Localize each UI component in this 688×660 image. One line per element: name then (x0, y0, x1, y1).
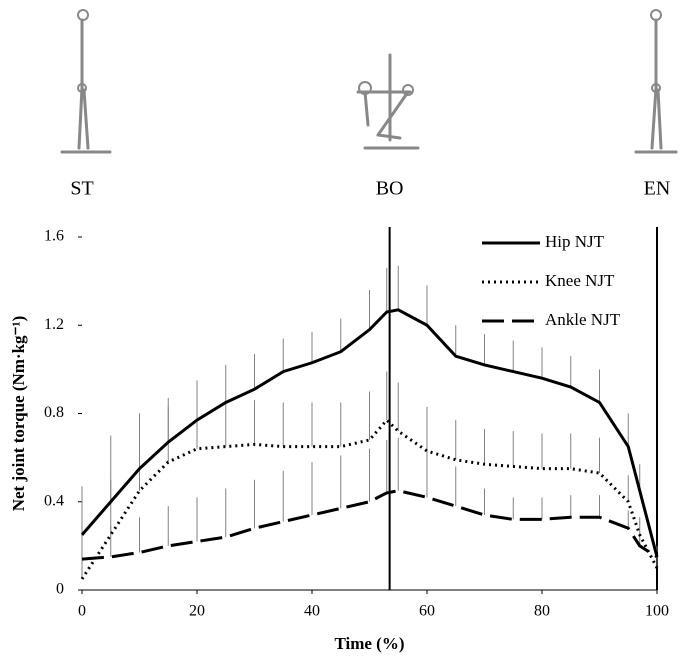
y-tick-label: 0 (56, 581, 64, 598)
legend-label: Knee NJT (545, 271, 615, 290)
y-tick-label: 1.6 (44, 228, 64, 245)
y-tick-label: 0.4 (44, 492, 64, 509)
phase-label: BO (376, 178, 404, 200)
stick-figure-standing (634, 9, 678, 154)
series-line (80, 417, 659, 580)
series-line (81, 489, 658, 561)
x-tick-label: 20 (189, 603, 205, 620)
y-tick-label: 1.2 (44, 316, 64, 333)
x-tick-label: 40 (304, 603, 320, 620)
stick-figure-standing (60, 9, 112, 154)
phase-label: ST (70, 178, 93, 200)
legend-label: Ankle NJT (545, 310, 621, 329)
y-axis-label: Net joint torque (Nm·kg⁻¹) (9, 316, 28, 512)
x-tick-label: 80 (534, 603, 550, 620)
x-axis-label: Time (%) (334, 634, 404, 653)
stick-figure-squat (356, 53, 420, 150)
y-tick-label: 0.8 (44, 404, 64, 421)
legend-label: Hip NJT (545, 232, 605, 251)
series-line (80, 308, 659, 558)
x-tick-label: 100 (645, 603, 669, 620)
x-tick-label: 0 (78, 603, 86, 620)
x-tick-label: 60 (419, 603, 435, 620)
phase-label: EN (644, 178, 671, 200)
